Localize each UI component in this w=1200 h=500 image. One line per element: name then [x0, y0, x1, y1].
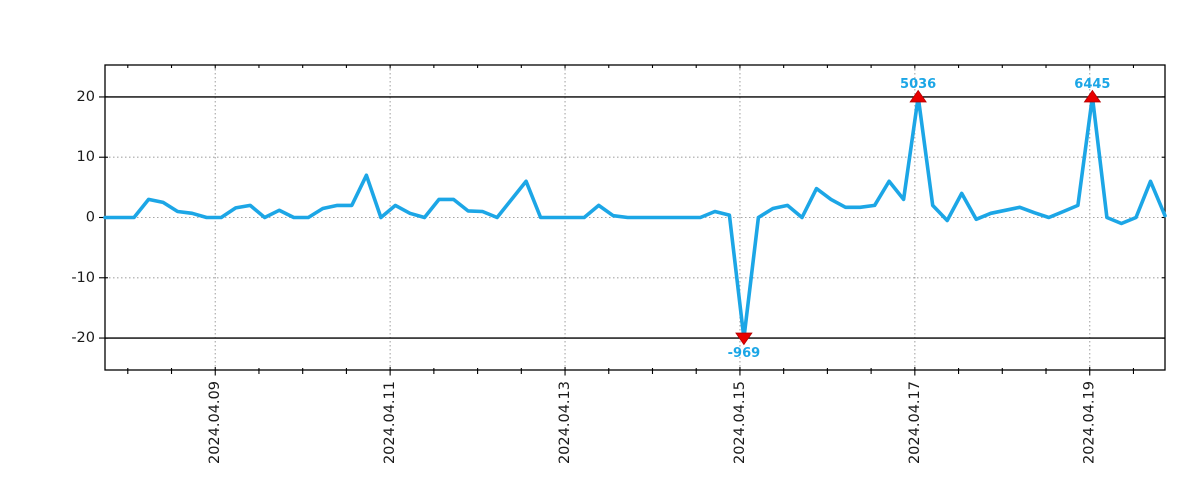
x-tick-label: 2024.04.11: [382, 381, 398, 464]
y-tick-label: -20: [71, 330, 95, 346]
data-line: [103, 95, 1167, 340]
extreme-value-label: 5036: [900, 77, 936, 92]
clip-marker-down: [735, 332, 753, 346]
x-tick-label: 2024.04.17: [907, 381, 923, 464]
extreme-value-label: -969: [728, 346, 761, 361]
clip-marker-up: [909, 89, 927, 103]
extreme-value-label: 6445: [1074, 77, 1110, 92]
clip-marker-up: [1083, 89, 1102, 103]
x-tick-label: 2024.04.15: [732, 381, 748, 464]
x-tick-label: 2024.04.13: [557, 381, 573, 464]
x-tick-label: 2024.04.19: [1082, 381, 1098, 464]
x-tick-label: 2024.04.09: [207, 381, 223, 464]
y-tick-label: 20: [77, 89, 95, 105]
y-tick-label: -10: [71, 270, 95, 286]
y-tick-label: 0: [86, 210, 95, 226]
y-tick-label: 10: [77, 149, 95, 165]
